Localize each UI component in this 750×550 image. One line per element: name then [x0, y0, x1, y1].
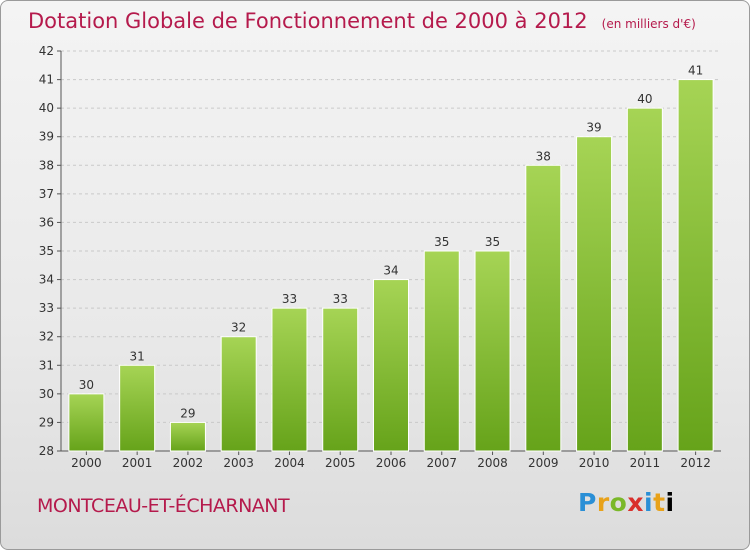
bar [68, 393, 105, 452]
bar [576, 136, 613, 452]
bar [423, 250, 460, 452]
labels: 28 29 30 31 32 33 34 35 36 37 38 39 40 41 42 30 2000 31 20… [39, 44, 711, 470]
bar-value-label: 41 [688, 64, 703, 78]
y-tick-label: 39 [39, 130, 54, 144]
y-tick-label: 29 [39, 415, 54, 429]
x-tick-label: 2011 [630, 456, 661, 470]
bar-value-label: 35 [485, 235, 500, 249]
y-tick-label: 38 [39, 158, 54, 172]
bar [677, 79, 714, 452]
y-tick-label: 32 [39, 330, 54, 344]
logo-letter: i [665, 488, 675, 517]
y-tick-label: 40 [39, 101, 54, 115]
bar [525, 164, 562, 452]
chart-title: Dotation Globale de Fonctionnement de 20… [28, 9, 696, 33]
bar [474, 250, 511, 452]
bar [119, 364, 156, 452]
logo-letter: t [653, 488, 666, 517]
bar-value-label: 29 [180, 406, 195, 420]
proxiti-logo[interactable]: Proxiti [578, 488, 675, 517]
bar-value-label: 39 [586, 121, 601, 135]
y-tick-label: 42 [39, 44, 54, 58]
logo-letter: o [609, 488, 628, 517]
chart-unit: (en milliers d'€) [601, 17, 696, 31]
x-tick-label: 2004 [274, 456, 305, 470]
logo-letter: x [627, 488, 644, 517]
y-tick-label: 33 [39, 301, 54, 315]
y-tick-label: 36 [39, 215, 54, 229]
logo-letter: P [578, 488, 597, 517]
y-tick-label: 41 [39, 73, 54, 87]
y-tick-label: 35 [39, 244, 54, 258]
x-tick-label: 2012 [680, 456, 711, 470]
y-tick-label: 28 [39, 444, 54, 458]
bar-value-label: 32 [231, 321, 246, 335]
bar-value-label: 35 [434, 235, 449, 249]
logo-letter: i [644, 488, 654, 517]
y-tick-label: 30 [39, 387, 54, 401]
bar-value-label: 40 [637, 92, 652, 106]
x-tick-label: 2006 [376, 456, 407, 470]
bar [220, 336, 257, 452]
logo-letter: r [596, 488, 610, 517]
bar [271, 307, 308, 452]
x-tick-label: 2008 [477, 456, 508, 470]
bar [169, 421, 206, 452]
x-tick-label: 2009 [528, 456, 559, 470]
x-tick-label: 2001 [122, 456, 153, 470]
x-tick-label: 2005 [325, 456, 356, 470]
bar [626, 107, 663, 452]
bar-value-label: 31 [130, 349, 145, 363]
x-tick-label: 2003 [223, 456, 254, 470]
bar-value-label: 33 [333, 292, 348, 306]
bar [373, 279, 409, 452]
x-tick-label: 2007 [426, 456, 457, 470]
bar-value-label: 30 [79, 378, 94, 392]
y-tick-label: 31 [39, 358, 54, 372]
bars [68, 79, 714, 452]
bar-value-label: 34 [383, 264, 398, 278]
y-tick-label: 34 [39, 273, 54, 287]
y-tick-label: 37 [39, 187, 54, 201]
bar-value-label: 33 [282, 292, 297, 306]
chart-title-text: Dotation Globale de Fonctionnement de 20… [28, 9, 588, 33]
commune-name: MONTCEAU-ET-ÉCHARNANT [37, 495, 290, 517]
x-tick-label: 2002 [173, 456, 204, 470]
bar [322, 307, 359, 452]
bar-value-label: 38 [536, 149, 551, 163]
x-tick-label: 2010 [579, 456, 610, 470]
x-tick-label: 2000 [71, 456, 102, 470]
